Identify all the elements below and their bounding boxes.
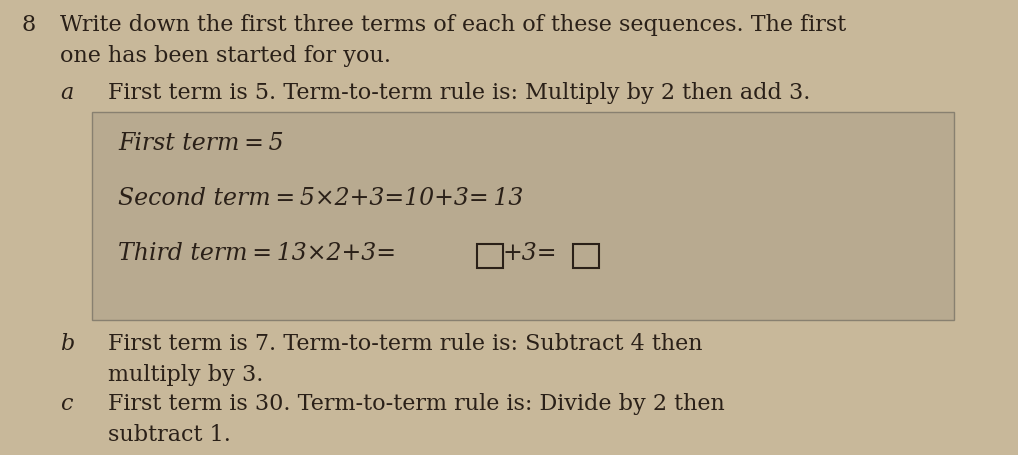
Text: Second term = 5×2+3=10+3= 13: Second term = 5×2+3=10+3= 13 [118, 187, 523, 210]
Text: First term = 5: First term = 5 [118, 132, 284, 155]
Text: b: b [60, 333, 74, 355]
Text: c: c [60, 393, 72, 415]
Text: Write down the first three terms of each of these sequences. The first
one has b: Write down the first three terms of each… [60, 14, 846, 67]
Text: 8: 8 [22, 14, 37, 36]
Text: a: a [60, 82, 73, 104]
Text: First term is 30. Term-to-term rule is: Divide by 2 then
subtract 1.: First term is 30. Term-to-term rule is: … [108, 393, 725, 446]
Text: Third term = 13×2+3=: Third term = 13×2+3= [118, 242, 396, 265]
FancyBboxPatch shape [92, 112, 954, 320]
Text: First term is 7. Term-to-term rule is: Subtract 4 then
multiply by 3.: First term is 7. Term-to-term rule is: S… [108, 333, 702, 386]
Bar [573, 244, 599, 268]
Text: +3=: +3= [503, 242, 557, 265]
Bar [476, 244, 503, 268]
Text: First term is 5. Term-to-term rule is: Multiply by 2 then add 3.: First term is 5. Term-to-term rule is: M… [108, 82, 810, 104]
